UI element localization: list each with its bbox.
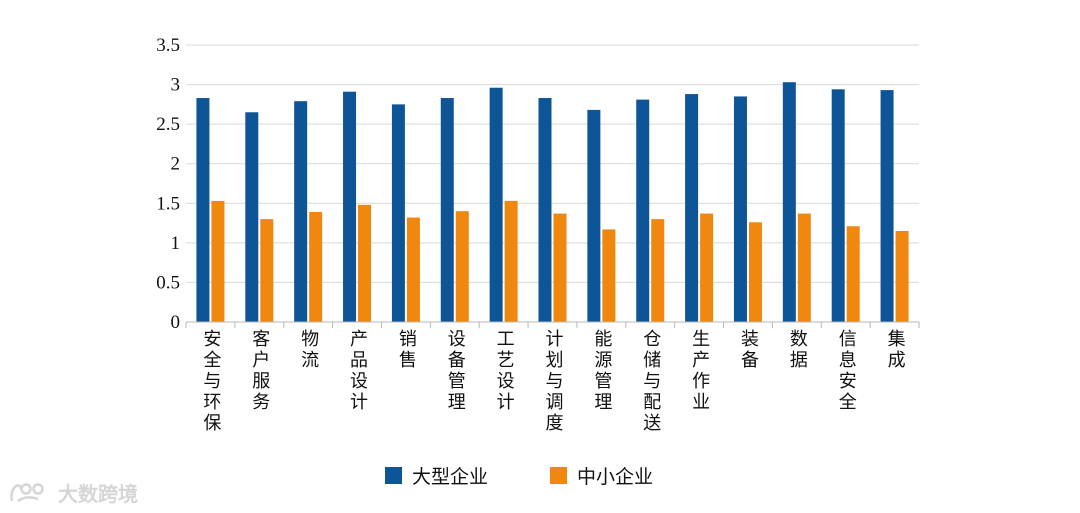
bar-sme-10 — [700, 213, 714, 322]
bar-sme-12 — [797, 213, 811, 322]
bar-large-5 — [440, 98, 454, 322]
bar-large-8 — [587, 109, 601, 322]
legend-swatch-sme — [550, 467, 568, 484]
bar-sme-0 — [211, 200, 225, 322]
category-label: 设备管理 — [448, 329, 466, 413]
watermark: 大数跨境 — [8, 478, 138, 507]
bar-large-14 — [880, 90, 894, 323]
y-tick-label: 0.5 — [156, 272, 180, 293]
bar-sme-3 — [358, 204, 372, 322]
bar-large-11 — [733, 96, 747, 322]
grid-lines — [186, 44, 919, 283]
legend: 大型企业 中小企业 — [385, 462, 653, 489]
bar-large-1 — [245, 112, 259, 323]
bar-large-6 — [489, 87, 503, 322]
bar-sme-4 — [406, 217, 420, 322]
category-label: 安全与环保 — [203, 329, 221, 434]
y-tick-label: 1.5 — [156, 193, 180, 214]
y-tick-label: 3 — [171, 75, 181, 96]
y-tick-label: 0 — [171, 312, 181, 333]
y-axis-ticks: 0 0.5 1 1.5 2 2.5 3 3.5 — [156, 35, 180, 333]
bar-large-2 — [294, 101, 308, 322]
legend-swatch-large — [385, 467, 402, 484]
bars — [196, 82, 909, 323]
bar-large-10 — [685, 94, 699, 322]
category-label: 产品设计 — [350, 329, 368, 413]
bar-large-7 — [538, 98, 552, 322]
bar-large-9 — [636, 99, 650, 322]
y-tick-label: 3.5 — [156, 35, 180, 56]
legend-label-sme: 中小企业 — [577, 466, 654, 488]
legend-label-large: 大型企业 — [412, 466, 489, 488]
bar-large-3 — [343, 91, 357, 323]
bar-sme-13 — [846, 226, 860, 322]
bar-sme-6 — [504, 200, 518, 322]
legend-item-sme[interactable]: 中小企业 — [550, 462, 653, 489]
bar-sme-11 — [748, 222, 762, 322]
bar-sme-8 — [602, 229, 616, 322]
bar-sme-1 — [260, 219, 274, 322]
category-label: 数据 — [790, 329, 808, 371]
bar-large-4 — [391, 104, 405, 322]
y-tick-label: 2.5 — [156, 114, 180, 135]
category-label: 能源管理 — [594, 329, 612, 413]
category-label: 信息安全 — [839, 329, 857, 413]
bar-sme-2 — [309, 211, 323, 322]
bar-large-12 — [782, 82, 796, 322]
category-label: 生产作业 — [692, 329, 710, 413]
category-label: 仓储与配送 — [643, 329, 661, 434]
legend-item-large[interactable]: 大型企业 — [385, 462, 488, 489]
y-tick-label: 2 — [171, 154, 181, 175]
bar-large-0 — [196, 98, 210, 322]
x-axis — [185, 321, 920, 328]
bar-sme-14 — [895, 230, 909, 322]
category-label: 集成 — [888, 329, 906, 371]
category-label: 工艺设计 — [497, 329, 515, 413]
category-label: 客户服务 — [252, 329, 270, 413]
bar-sme-7 — [553, 213, 567, 322]
y-tick-label: 1 — [171, 233, 181, 254]
category-label: 销售 — [399, 329, 417, 371]
bar-sme-9 — [651, 219, 665, 322]
category-label: 计划与调度 — [546, 329, 564, 434]
brand-logo-icon — [10, 482, 44, 502]
category-label: 装备 — [741, 329, 759, 371]
category-label: 物流 — [301, 329, 319, 371]
bar-sme-5 — [455, 211, 469, 322]
watermark-text: 大数跨境 — [58, 482, 138, 506]
category-labels: 安全与环保 客户服务 物流 产品设计 销售 设备管理 工艺设计 计划与调度 能源管理 仓储与配送 生… — [203, 329, 905, 434]
bar-large-13 — [831, 89, 845, 322]
